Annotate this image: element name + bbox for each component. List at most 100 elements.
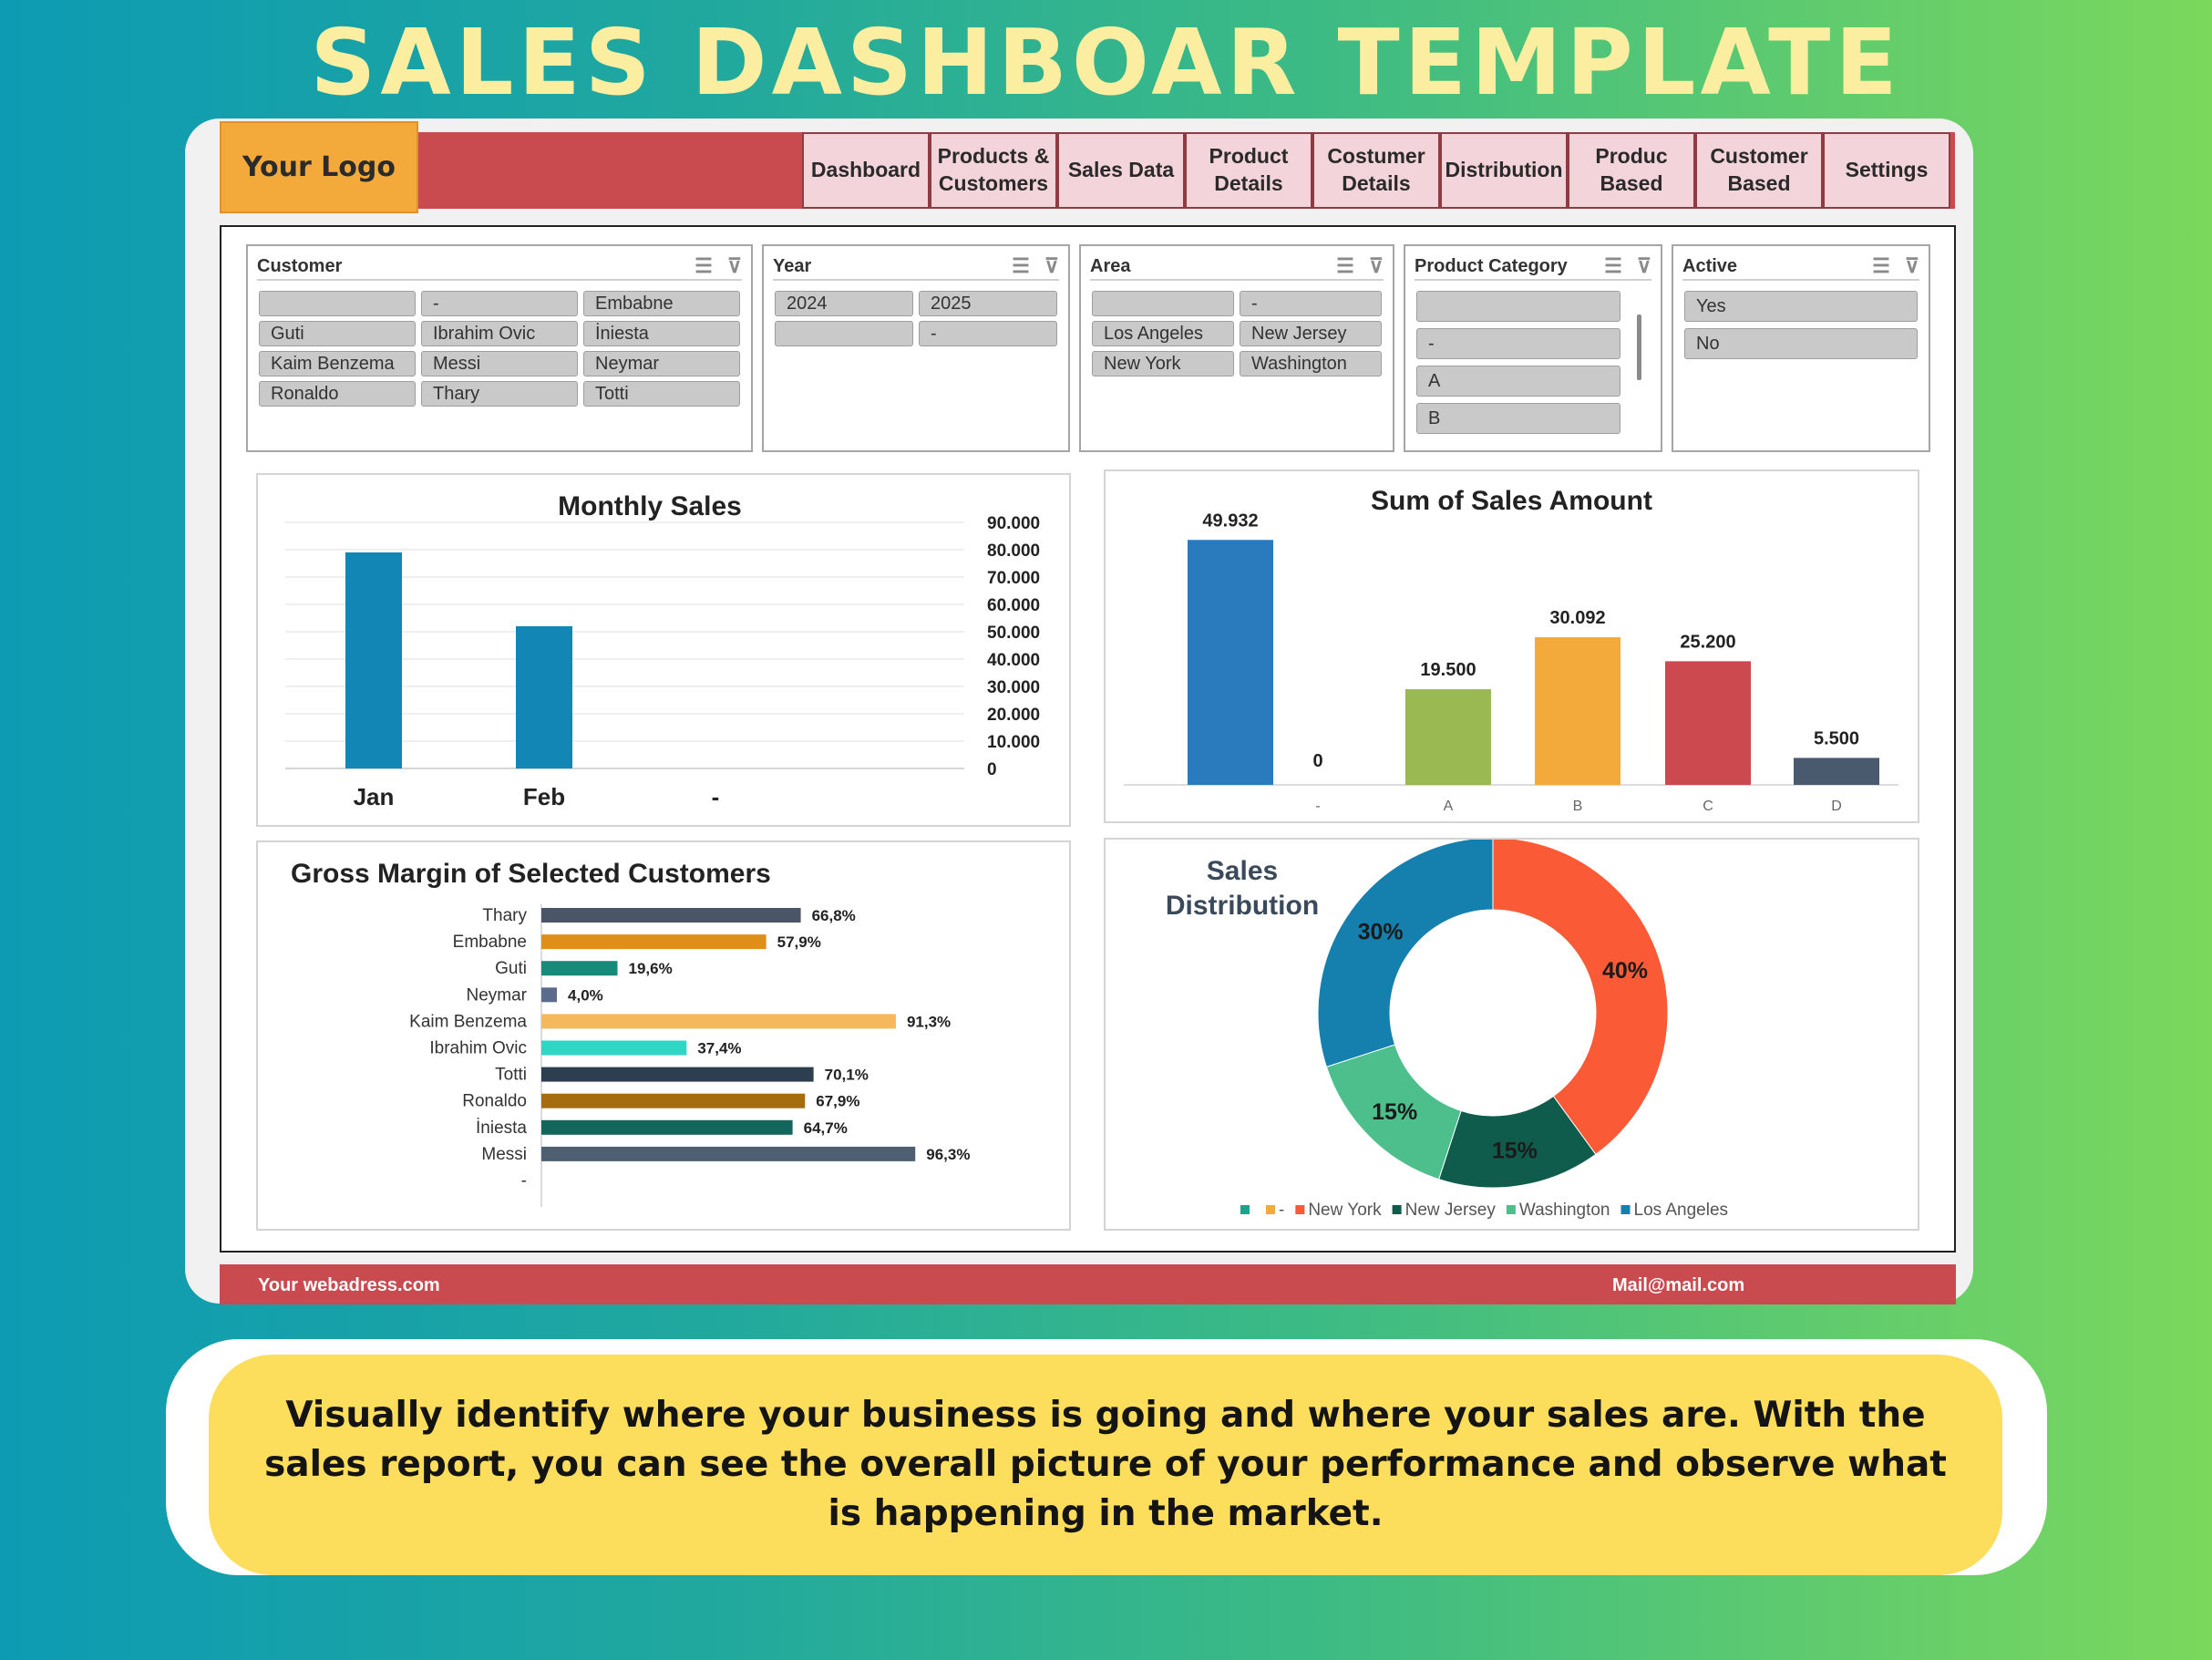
chart-title: Sales Distribution <box>1165 856 1320 921</box>
footer-mail[interactable]: Mail@mail.com <box>1612 1275 1745 1295</box>
sales-amount-panel: Sum of Sales Amount 49.932 0 - 19.500 A 30.09… <box>1104 469 1919 823</box>
slicer-item[interactable]: Yes <box>1684 291 1918 322</box>
multi-select-icon[interactable]: ☰ <box>1336 254 1354 277</box>
y-tick-label: 0 <box>987 760 997 779</box>
slicer-item[interactable]: Washington <box>1240 351 1382 376</box>
slicer-item[interactable]: İniesta <box>583 321 740 346</box>
legend-label: Washington <box>1519 1201 1610 1220</box>
slicer-item[interactable] <box>259 291 416 316</box>
slicer-title: Active <box>1682 255 1738 276</box>
nav-settings-button[interactable]: Settings <box>1823 132 1950 209</box>
headline: SALES DASHBOAR TEMPLATE <box>310 9 1902 116</box>
slicer-title: Product Category <box>1415 255 1568 276</box>
y-tick-label: 20.000 <box>987 706 1040 725</box>
slicer-item[interactable]: 2024 <box>775 291 913 316</box>
data-label: 5.500 <box>1814 728 1859 748</box>
gross-margin-chart: Thary 66,8% Embabne 57,9% Guti 19,6% Neymar 4,0… <box>409 904 970 1207</box>
y-tick-label: 60.000 <box>987 596 1040 615</box>
legend-label: New York <box>1308 1201 1382 1220</box>
bar <box>541 1067 814 1082</box>
slicer-title: Year <box>773 255 812 276</box>
legend-swatch <box>1295 1205 1305 1214</box>
data-label: 19.500 <box>1420 660 1476 680</box>
slicer-title: Area <box>1090 255 1131 276</box>
x-tick-label: - <box>712 783 720 810</box>
bar <box>541 934 766 950</box>
y-tick-label: Guti <box>495 959 527 978</box>
slicer-item[interactable] <box>1092 291 1234 316</box>
bar <box>541 987 558 1003</box>
slicer-item[interactable]: Thary <box>421 381 578 407</box>
slicer-scrollbar[interactable] <box>1637 314 1641 380</box>
data-label: 66,8% <box>812 907 856 924</box>
data-label: 19,6% <box>628 960 672 977</box>
description-text: Visually identify where your business is… <box>209 1355 2002 1575</box>
slicer-item[interactable]: New York <box>1092 351 1234 376</box>
slicer-item[interactable]: 2025 <box>919 291 1057 316</box>
y-tick-label: Embabne <box>453 933 527 952</box>
bar <box>541 1093 806 1108</box>
nav-dashboard-button[interactable]: Dashboard <box>802 132 930 209</box>
bar <box>541 1014 896 1029</box>
product-category-slicer: Product Category ☰ ⊽ - A B <box>1404 244 1662 452</box>
slicer-item[interactable]: Los Angeles <box>1092 321 1234 346</box>
multi-select-icon[interactable]: ☰ <box>1872 254 1890 277</box>
slicer-item[interactable]: Totti <box>583 381 740 407</box>
slicer-item[interactable]: - <box>1416 328 1620 359</box>
slicer-item[interactable]: - <box>919 321 1057 346</box>
nav-customer-details-button[interactable]: Costumer Details <box>1312 132 1440 209</box>
bar <box>1405 689 1491 785</box>
slicer-item[interactable] <box>775 321 913 346</box>
x-tick-label: C <box>1703 799 1713 814</box>
slicer-item[interactable]: Embabne <box>583 291 740 316</box>
clear-filter-icon[interactable]: ⊽ <box>1904 254 1919 277</box>
nav-customer-based-button[interactable]: Customer Based <box>1695 132 1823 209</box>
legend-swatch <box>1266 1205 1275 1214</box>
data-label: 49.932 <box>1202 510 1258 531</box>
bar <box>1535 637 1620 785</box>
clear-filter-icon[interactable]: ⊽ <box>1044 254 1059 277</box>
slicer-item[interactable]: B <box>1416 403 1620 434</box>
monthly-sales-chart: 90.000 80.000 70.000 60.000 50.000 40.000 30.0… <box>285 514 1040 810</box>
slicer-item[interactable]: - <box>1240 291 1382 316</box>
slicer-item[interactable]: Ronaldo <box>259 381 416 407</box>
slicer-item[interactable]: Ibrahim Ovic <box>421 321 578 346</box>
nav-products-customers-button[interactable]: Products & Customers <box>930 132 1057 209</box>
sales-distribution-chart: 40% 15% 15% 30% - New York New Jersey Washingto… <box>1240 840 1728 1220</box>
slicer-item[interactable]: A <box>1416 366 1620 397</box>
slicer-item[interactable]: Neymar <box>583 351 740 376</box>
legend-swatch <box>1620 1205 1631 1214</box>
logo: Your Logo <box>220 121 418 213</box>
slicer-item[interactable] <box>1416 291 1620 322</box>
sales-amount-chart: 49.932 0 - 19.500 A 30.092 B 25.200 C 5.500 D <box>1124 510 1898 814</box>
slicer-item[interactable]: - <box>421 291 578 316</box>
y-tick-label: Thary <box>482 906 527 925</box>
clear-filter-icon[interactable]: ⊽ <box>1368 254 1384 277</box>
multi-select-icon[interactable]: ☰ <box>1012 254 1030 277</box>
footer-bar: Your webadress.com Mail@mail.com <box>220 1264 1956 1304</box>
slicer-item[interactable]: Guti <box>259 321 416 346</box>
y-tick-label: 80.000 <box>987 541 1040 561</box>
data-label: 15% <box>1492 1139 1538 1164</box>
slicer-item[interactable]: Kaim Benzema <box>259 351 416 376</box>
footer-website[interactable]: Your webadress.com <box>258 1275 440 1295</box>
y-tick-label: İniesta <box>476 1119 527 1138</box>
slicer-item[interactable]: No <box>1684 328 1918 359</box>
nav-product-based-button[interactable]: Produc Based <box>1568 132 1695 209</box>
bar <box>1794 758 1879 785</box>
nav-sales-data-button[interactable]: Sales Data <box>1057 132 1185 209</box>
legend-label: - <box>1279 1201 1284 1220</box>
nav-product-details-button[interactable]: Product Details <box>1185 132 1312 209</box>
data-label: 4,0% <box>568 986 603 1004</box>
data-label: 25.200 <box>1680 632 1735 652</box>
clear-filter-icon[interactable]: ⊽ <box>1636 254 1651 277</box>
nav-distribution-button[interactable]: Distribution <box>1440 132 1568 209</box>
slicer-item[interactable]: New Jersey <box>1240 321 1382 346</box>
x-tick-label: Jan <box>354 783 395 810</box>
slicer-item[interactable]: Messi <box>421 351 578 376</box>
multi-select-icon[interactable]: ☰ <box>1604 254 1622 277</box>
x-tick-label: - <box>1315 799 1320 814</box>
data-label: 37,4% <box>697 1040 741 1057</box>
multi-select-icon[interactable]: ☰ <box>694 254 713 277</box>
clear-filter-icon[interactable]: ⊽ <box>726 254 742 277</box>
